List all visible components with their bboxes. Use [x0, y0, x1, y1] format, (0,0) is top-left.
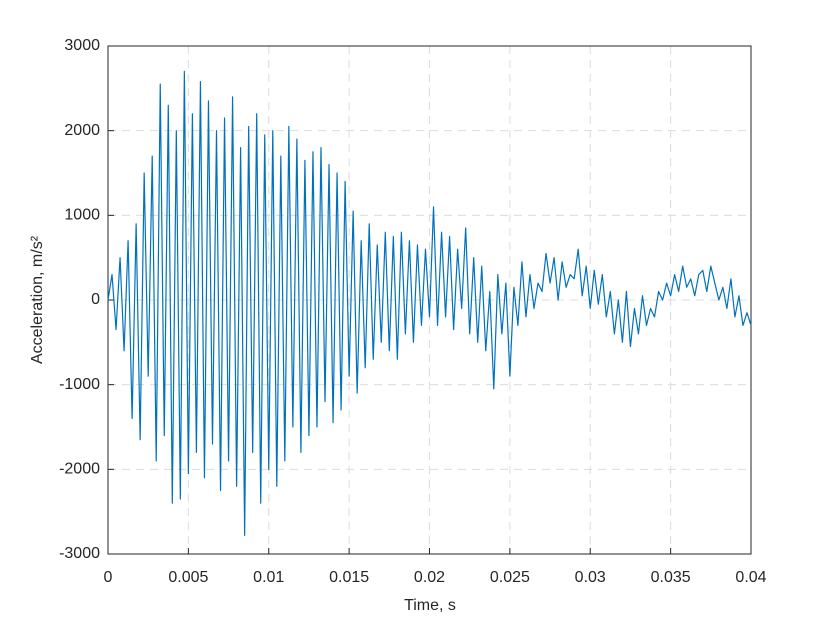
y-tick-label: 3000 — [64, 37, 100, 54]
y-tick-label: 0 — [91, 291, 100, 308]
x-tick-label: 0.015 — [329, 569, 369, 586]
x-tick-label: 0 — [104, 569, 113, 586]
y-tick-label: 1000 — [64, 207, 100, 224]
y-tick-label: -3000 — [59, 545, 100, 562]
x-axis-label: Time, s — [404, 597, 456, 614]
x-tick-label: 0.01 — [253, 569, 284, 586]
y-tick-label: -2000 — [59, 461, 100, 478]
x-tick-label: 0.025 — [490, 569, 530, 586]
y-tick-label: 2000 — [64, 122, 100, 139]
x-tick-label: 0.02 — [414, 569, 445, 586]
y-axis-label: Acceleration, m/s² — [29, 235, 46, 364]
x-tick-label: 0.035 — [651, 569, 691, 586]
x-tick-label: 0.04 — [735, 569, 766, 586]
x-tick-label: 0.005 — [168, 569, 208, 586]
y-tick-label: -1000 — [59, 376, 100, 393]
x-tick-label: 0.03 — [575, 569, 606, 586]
data-line — [107, 70, 752, 536]
